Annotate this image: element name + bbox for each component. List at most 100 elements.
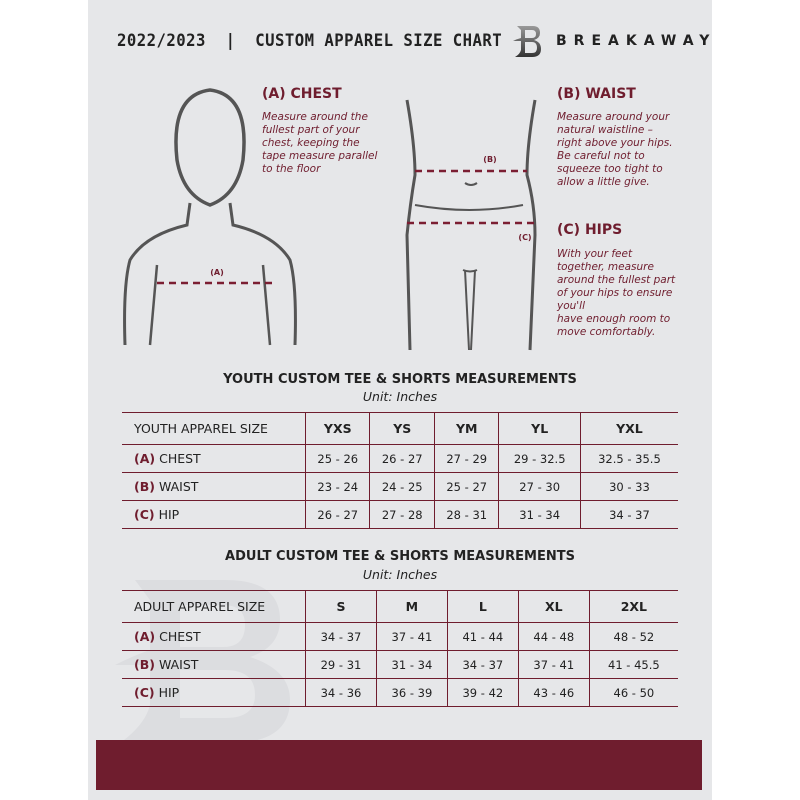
table-row: (A) CHEST 25 - 26 26 - 27 27 - 29 29 - 32.5 3…	[122, 444, 678, 473]
desc-line: around the fullest part	[557, 274, 676, 286]
desc-line: move comfortably.	[557, 326, 656, 338]
size-label: YOUTH APPAREL SIZE	[122, 412, 306, 445]
cell: 41 - 45.5	[588, 650, 678, 679]
row-letter: (C)	[134, 507, 155, 522]
row-name: WAIST	[158, 657, 199, 672]
cell: 31 - 34	[375, 650, 448, 679]
size-header: YXL	[579, 412, 678, 445]
row-label: (C) HIP	[122, 500, 306, 529]
youth-table-title: YOUTH CUSTOM TEE & SHORTS MEASUREMENTS	[223, 372, 577, 387]
row-name: WAIST	[158, 479, 199, 494]
row-name: HIP	[158, 507, 180, 522]
cell: 25 - 27	[433, 472, 499, 501]
cell: 23 - 24	[304, 472, 370, 501]
cell: 34 - 37	[305, 622, 377, 651]
row-name: HIP	[158, 685, 180, 700]
size-label: ADULT APPAREL SIZE	[122, 590, 306, 623]
waist-marker: (B)	[483, 155, 496, 164]
cell: 37 - 41	[375, 622, 448, 651]
cell: 43 - 46	[517, 678, 590, 707]
row-name: CHEST	[159, 629, 201, 644]
chest-description: Measure around the fullest part of your ch…	[262, 111, 377, 176]
waist-heading: (B) WAIST	[557, 86, 636, 102]
cell: 27 - 29	[433, 444, 499, 473]
cell: 36 - 39	[375, 678, 448, 707]
cell: 31 - 34	[498, 500, 581, 529]
row-letter: (B)	[134, 479, 155, 494]
cell: 46 - 50	[588, 678, 678, 707]
table-header-row: YOUTH APPAREL SIZE YXS YS YM YL YXL	[122, 412, 678, 445]
cell: 39 - 42	[446, 678, 519, 707]
cell: 26 - 27	[369, 444, 435, 473]
row-label: (B) WAIST	[122, 472, 306, 501]
desc-line: allow a little give.	[557, 176, 650, 188]
cell: 48 - 52	[588, 622, 678, 651]
desc-line: chest, keeping the	[262, 137, 360, 149]
hips-description: With your feet together, measure around th…	[557, 248, 675, 339]
size-header: YL	[498, 412, 581, 445]
row-letter: (A)	[134, 629, 156, 644]
page-title: 2022/2023 | CUSTOM APPAREL SIZE CHART	[117, 31, 503, 51]
size-header: 2XL	[588, 590, 678, 623]
brand-name: BREAKAWAY	[556, 33, 717, 49]
youth-size-table: YOUTH APPAREL SIZE YXS YS YM YL YXL (A) CHES…	[122, 412, 678, 529]
row-letter: (C)	[134, 685, 155, 700]
chest-marker: (A)	[210, 268, 224, 277]
cell: 26 - 27	[304, 500, 370, 529]
cell: 29 - 32.5	[498, 444, 581, 473]
cell: 34 - 37	[446, 650, 519, 679]
cell: 41 - 44	[446, 622, 519, 651]
cell: 25 - 26	[304, 444, 370, 473]
cell: 24 - 25	[369, 472, 435, 501]
size-header: L	[446, 590, 519, 623]
table-row: (B) WAIST 29 - 31 31 - 34 34 - 37 37 - 41 41 …	[122, 650, 678, 679]
desc-line: Be careful not to	[557, 150, 645, 162]
adult-table-title: ADULT CUSTOM TEE & SHORTS MEASUREMENTS	[225, 549, 575, 564]
breakaway-logo-icon	[513, 26, 541, 57]
desc-line: squeeze too tight to	[557, 163, 663, 175]
footer-band	[96, 740, 702, 790]
row-letter: (B)	[134, 657, 155, 672]
size-header: YM	[433, 412, 499, 445]
desc-line: With your feet	[557, 248, 633, 260]
desc-line: have enough room to	[557, 313, 671, 325]
desc-line: Measure around the	[262, 111, 368, 123]
table-row: (B) WAIST 23 - 24 24 - 25 25 - 27 27 - 30 30 …	[122, 472, 678, 501]
adult-table-unit: Unit: Inches	[362, 567, 438, 582]
desc-line: of your hips to ensure	[557, 287, 673, 299]
chest-figure-illustration: (A)	[123, 88, 297, 346]
desc-line: Measure around your	[557, 111, 670, 123]
row-label: (C) HIP	[122, 678, 306, 707]
row-label: (B) WAIST	[122, 650, 306, 679]
size-header: YXS	[304, 412, 370, 445]
hips-heading: (C) HIPS	[557, 222, 623, 238]
table-row: (A) CHEST 34 - 37 37 - 41 41 - 44 44 - 48 48 …	[122, 622, 678, 651]
desc-line: fullest part of your	[262, 124, 360, 136]
row-name: CHEST	[159, 451, 201, 466]
cell: 34 - 36	[305, 678, 377, 707]
hips-marker: (C)	[518, 233, 531, 242]
size-header: M	[375, 590, 448, 623]
youth-table-unit: Unit: Inches	[362, 389, 438, 404]
waist-hips-figure-illustration: (B) (C)	[405, 99, 537, 351]
cell: 30 - 33	[579, 472, 678, 501]
table-row: (C) HIP 26 - 27 27 - 28 28 - 31 31 - 34 34 - …	[122, 500, 678, 529]
desc-line: to the floor	[262, 163, 321, 175]
cell: 32.5 - 35.5	[579, 444, 678, 473]
cell: 27 - 30	[498, 472, 581, 501]
adult-size-table: ADULT APPAREL SIZE S M L XL 2XL (A) CHEST 34 …	[122, 590, 678, 707]
row-label: (A) CHEST	[122, 444, 306, 473]
cell: 28 - 31	[433, 500, 499, 529]
desc-line: natural waistline –	[557, 124, 653, 136]
cell: 29 - 31	[305, 650, 377, 679]
size-header: S	[305, 590, 377, 623]
cell: 34 - 37	[579, 500, 678, 529]
table-row: (C) HIP 34 - 36 36 - 39 39 - 42 43 - 46 46 - …	[122, 678, 678, 707]
desc-line: together, measure	[557, 261, 654, 273]
cell: 44 - 48	[517, 622, 590, 651]
size-header: YS	[369, 412, 435, 445]
chest-heading: (A) CHEST	[262, 86, 342, 102]
table-header-row: ADULT APPAREL SIZE S M L XL 2XL	[122, 590, 678, 623]
desc-line: you'll	[557, 300, 586, 312]
waist-description: Measure around your natural waistline – ri…	[557, 111, 673, 189]
